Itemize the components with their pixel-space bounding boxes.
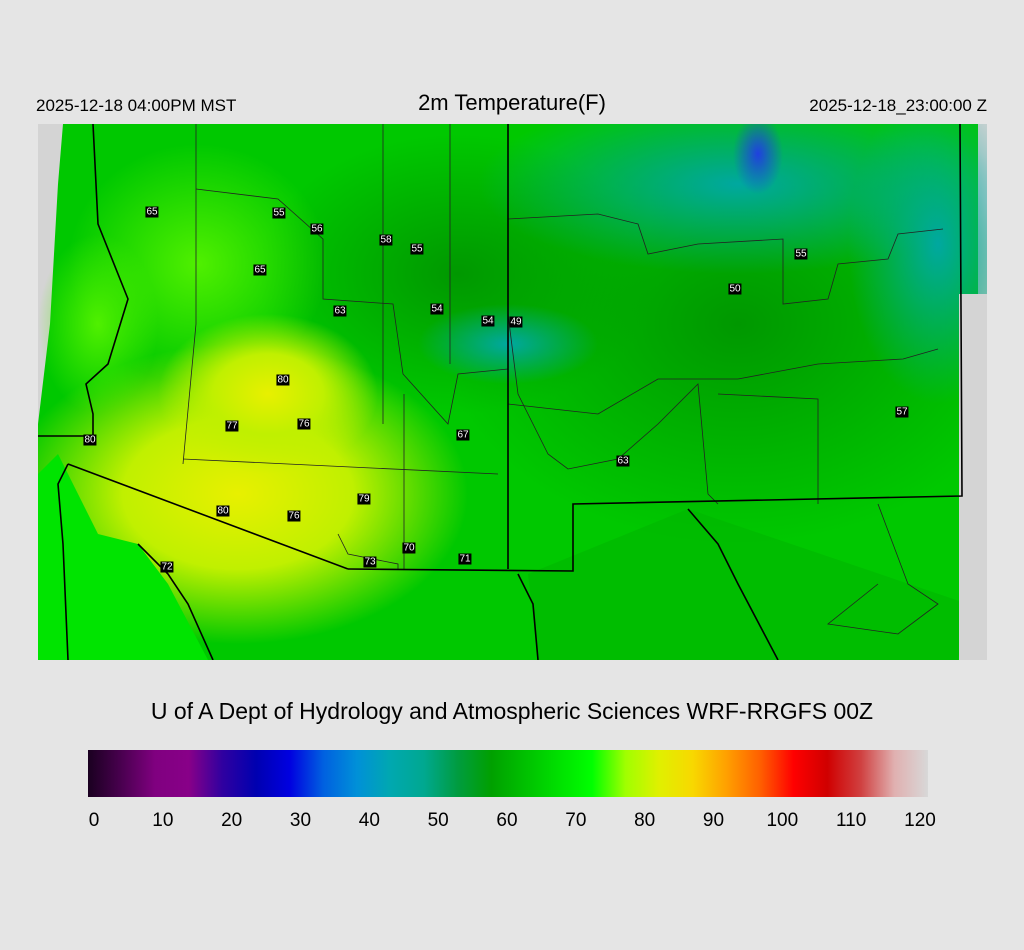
station-temp-label: 65 [145, 206, 159, 218]
station-temp-label: 55 [272, 207, 286, 219]
local-time: 2025-12-18 04:00PM MST [36, 96, 237, 115]
station-temp-label: 65 [253, 264, 267, 276]
colorbar-tick-label: 20 [221, 810, 243, 831]
colorbar-tick-label: 10 [152, 810, 174, 831]
colorbar-tick-label: 40 [358, 810, 380, 831]
station-temp-label: 58 [379, 234, 393, 246]
station-temp-label: 72 [160, 561, 174, 573]
colorbar-tick-label: 30 [289, 810, 312, 831]
station-temp-label: 79 [357, 493, 371, 505]
station-temp-label: 55 [410, 243, 424, 255]
colorbar-tick-label: 80 [634, 810, 656, 831]
station-temp-label: 70 [402, 542, 416, 554]
station-temp-label: 55 [794, 248, 808, 260]
station-temp-label: 76 [287, 510, 301, 522]
credit-line: U of A Dept of Hydrology and Atmospheric… [150, 698, 874, 724]
map-title: 2m Temperature(F) [418, 90, 606, 115]
station-temp-label: 49 [509, 316, 523, 328]
colorbar-tick-label: 100 [766, 810, 799, 831]
colorbar-tick-label: 120 [904, 810, 936, 831]
station-temp-label: 54 [481, 315, 495, 327]
valid-time: 2025-12-18_23:00:00 Z [809, 96, 987, 115]
colorbar-tick-label: 70 [565, 810, 587, 831]
station-temp-label: 54 [430, 303, 444, 315]
station-temp-label: 73 [363, 556, 377, 568]
colorbar-tick-label: 50 [427, 810, 449, 831]
station-temp-label: 77 [225, 420, 239, 432]
colorbar-tick-label: 110 [836, 810, 867, 831]
colorbar-tick-label: 90 [702, 810, 725, 831]
station-temp-label: 67 [456, 429, 470, 441]
colorbar-tick-label: 60 [496, 810, 518, 831]
station-temp-label: 57 [895, 406, 909, 418]
station-temp-label: 76 [297, 418, 311, 430]
temperature-map: 65 55 56 58 55 65 63 54 54 49 50 55 57 80 77 76 67 63 80 79… [8, 84, 1024, 661]
colorbar-tick-label: 0 [88, 810, 100, 831]
map-field [8, 84, 1024, 661]
station-temp-label: 63 [616, 455, 630, 467]
colorbar [88, 750, 928, 797]
station-temp-label: 80 [216, 505, 230, 517]
station-temp-label: 80 [83, 434, 97, 446]
station-temp-label: 56 [310, 223, 324, 235]
station-temp-label: 71 [458, 553, 472, 565]
station-temp-label: 50 [728, 283, 742, 295]
station-temp-label: 80 [276, 374, 290, 386]
station-temp-label: 63 [333, 305, 347, 317]
